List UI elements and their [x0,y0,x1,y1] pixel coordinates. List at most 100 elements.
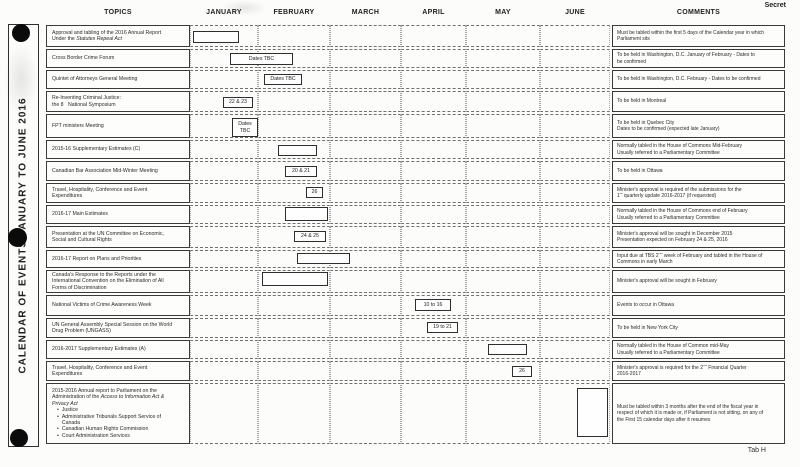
month-cell-february [258,270,330,293]
month-cell-april [401,340,466,359]
topic-cell: 2015-2016 Annual report to Parliament on… [46,383,190,444]
comment-text-line: Normally tabled in the House of Commons … [617,208,748,215]
topic-text-line: Canada's Response to the Reports under t… [52,272,156,278]
month-cell-march [330,49,401,68]
topic-text-line: the 8th National Symposium [52,101,116,108]
bullet-item: • Canadian Human Rights Commission [52,426,187,432]
comment-cell: Minister's approval is required of the s… [612,183,785,203]
topic-text-line: 2016-17 Report on Plans and Priorities [52,255,142,262]
bullet-marker: • [57,426,59,433]
month-cell-march [330,183,401,203]
month-cell-february [258,340,330,359]
month-cell-april [401,270,466,293]
topic-text-line: Social and Cultural Rights [52,237,112,243]
month-cell-february [258,226,330,248]
date-box-label: 20 & 21 [292,168,310,175]
month-cell-march [330,383,401,444]
table-row: Travel, Hospitality, Conference and Even… [0,361,800,381]
bullet-item: • Administrative Tribunals Support Servic… [52,414,187,427]
comment-cell: Events to occur in Ottawa [612,295,785,316]
month-cell-march [330,270,401,293]
date-box [488,344,527,355]
topic-cell: Canadian Bar Association Mid-Winter Meet… [46,161,190,181]
bullet-text-line: Justice [61,407,78,414]
comment-text-line: Minister's approval is required of the s… [617,186,742,193]
table-row: Canadian Bar Association Mid-Winter Meet… [0,161,800,181]
classification-label: Secret [764,2,786,9]
month-cell-march [330,340,401,359]
topic-text-line: Administration of the Access to Informat… [52,394,165,401]
bullet-marker: • [57,407,59,414]
date-box-label: 10 to 16 [423,301,443,308]
comment-text-line: Usually referred to a Parliamentary Comm… [617,149,720,156]
month-cell-june [540,270,610,293]
table-row: 2016-2017 Supplementary Estimates (A) Nor… [0,340,800,359]
month-cell-june [540,140,610,159]
month-cell-april [401,161,466,181]
table-row: 2016-17 Main Estimates Normally tabled in… [0,205,800,224]
month-cell-may [466,270,540,293]
table-row: Canada's Response to the Reports under t… [0,270,800,293]
month-cell-may [466,295,540,316]
month-cell-march [330,140,401,159]
comment-text-line: respect of which it is made or, if Parli… [617,410,764,417]
punch-hole [8,228,27,247]
bullet-item: • Justice [52,407,187,413]
topic-cell: 2016-17 Report on Plans and Priorities [46,250,190,268]
comment-text-line: To be held in Montreal [617,98,667,105]
month-cell-january [190,383,258,444]
topic-text-line: FPT ministers Meeting [52,122,104,129]
month-cell-june [540,114,610,138]
topic-text-line: 2016-17 Main Estimates [52,211,108,218]
comment-text-line: Must be tabled within the first 5 days o… [617,29,765,36]
comment-text-line: Normally tabled in the House of Commons … [617,143,743,150]
month-cell-february [258,205,330,224]
comment-text-line: Events to occur in Ottawa [617,302,674,309]
topic-text-line: 2016-2017 Supplementary Estimates (A) [52,346,146,353]
date-box: 19 to 21 [427,322,458,333]
month-cell-january [190,250,258,268]
month-cell-may [466,361,540,381]
topic-text-line: Re-Inventing Criminal Justice: [52,95,121,102]
date-box [285,207,328,221]
bullet-text-line: Canadian Human Rights Commission [61,426,149,433]
date-box-label: 26 [311,189,318,196]
comment-cell: To be held in Quebec City Dates to be con… [612,114,785,138]
month-cell-june [540,340,610,359]
month-cell-march [330,318,401,338]
date-box: 26 [306,187,323,198]
comment-cell: To be held in New York City [612,318,785,338]
comment-text-line: Usually referred to a Parliamentary Comm… [617,214,720,221]
month-cell-june [540,183,610,203]
month-cell-january [190,140,258,159]
month-cell-april [401,140,466,159]
date-box-label: Dates TBC [248,55,275,62]
comment-cell: Must be tabled within 3 months after the… [612,383,785,444]
topic-cell: 2016-2017 Supplementary Estimates (A) [46,340,190,359]
topic-text-line: Approval and tabling of the 2016 Annual … [52,29,162,36]
topic-cell: Travel, Hospitality, Conference and Even… [46,183,190,203]
month-cell-june [540,49,610,68]
month-cell-january [190,295,258,316]
date-box: Dates TBC [230,53,293,65]
topic-cell: National Victims of Crime Awareness Week [46,295,190,316]
month-cell-february [258,114,330,138]
month-cell-april [401,114,466,138]
comment-cell: Minister's approval will be sought in De… [612,226,785,248]
month-cell-april [401,91,466,112]
table-row: UN General Assembly Special Session on t… [0,318,800,338]
month-cell-january [190,318,258,338]
table-row: Travel, Hospitality, Conference and Even… [0,183,800,203]
topic-cell: FPT ministers Meeting [46,114,190,138]
month-cell-june [540,361,610,381]
comment-cell: Normally tabled in the House of Commons … [612,205,785,224]
date-box [297,253,350,264]
date-box: 24 & 25 [294,231,326,242]
comment-cell: Normally tabled in the House of Commons … [612,140,785,159]
comment-text-line: Minister's approval is required for the … [617,364,747,371]
column-header-june: JUNE [565,9,585,16]
comment-text-line: To be held in Ottawa [617,167,663,174]
comment-cell: To be held in Washington, D.C. January o… [612,49,785,68]
month-cell-february [258,161,330,181]
month-cell-april [401,250,466,268]
